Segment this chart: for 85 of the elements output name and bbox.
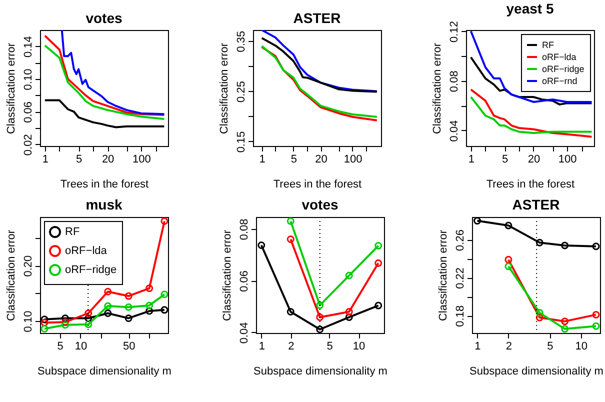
- point: [124, 292, 132, 300]
- x-tick-label: 10: [74, 340, 88, 352]
- y-tick-label: 0.35: [236, 30, 248, 52]
- x-axis-title: Trees in the forest: [486, 178, 575, 190]
- x-tick-label: 5: [290, 154, 298, 166]
- y-tick-label: 0.12: [448, 21, 460, 42]
- point: [61, 318, 69, 326]
- legend-label: oRF−lda: [542, 52, 576, 62]
- legend-label: oRF−ridge: [542, 64, 584, 74]
- y-tick-label: 0.04: [238, 322, 250, 344]
- point: [146, 307, 154, 315]
- x-axis-title: Subspace dimensionality m: [470, 366, 604, 378]
- y-tick-label: 0.06: [22, 101, 34, 123]
- x-tick-label: 2: [506, 340, 512, 352]
- y-tick-label: 0.10: [22, 310, 34, 332]
- x-tick-label: 100: [558, 154, 577, 166]
- y-tick-label: 0.08: [238, 218, 250, 240]
- point: [345, 313, 353, 321]
- x-tick-label: 5: [76, 154, 82, 166]
- point: [104, 288, 112, 296]
- x-axis-title: Subspace dimensionality m: [38, 366, 172, 378]
- chart-title: ASTER: [512, 196, 560, 212]
- y-axis-title: Classification error: [432, 42, 444, 134]
- x-tick-label: 1: [259, 154, 266, 166]
- x-tick-label: 1: [474, 340, 481, 352]
- x-tick-label: 100: [344, 154, 362, 166]
- y-tick-label: 0.20: [22, 255, 34, 277]
- x-tick-label: 5: [326, 340, 333, 352]
- y-tick-label: 0.10: [22, 68, 34, 90]
- point: [124, 314, 132, 322]
- x-tick-label: 1: [258, 340, 265, 352]
- x-tick-label: 1: [42, 154, 48, 166]
- x-tick-label: 2: [288, 340, 294, 352]
- y-tick-label: 0.02: [22, 134, 34, 156]
- y-tick-label: 0.26: [454, 230, 466, 251]
- legend-label: oRF−ridge: [65, 264, 117, 276]
- x-tick-label: 5: [57, 340, 64, 352]
- legend-label: RF: [542, 40, 554, 50]
- point: [316, 326, 324, 333]
- x-tick-label: 100: [132, 154, 151, 166]
- point: [61, 314, 69, 322]
- legend-label: oRF−lda: [65, 245, 108, 257]
- chart-title: yeast 5: [506, 0, 554, 17]
- x-tick-label: 5: [547, 340, 554, 352]
- x-axis-title: Trees in the forest: [273, 178, 362, 190]
- chart-title: votes: [302, 196, 338, 212]
- point: [345, 308, 353, 316]
- point: [345, 272, 353, 280]
- x-tick-label: 20: [102, 154, 114, 166]
- x-tick-label: 10: [352, 340, 366, 352]
- y-tick-label: 0.18: [454, 305, 466, 327]
- x-axis-title: Subspace dimensionality m: [254, 366, 388, 378]
- y-axis-title: Classification error: [6, 42, 18, 134]
- y-tick-label: 0.25: [236, 81, 248, 102]
- y-axis-title: Classification error: [438, 230, 450, 322]
- chart-title: votes: [86, 10, 122, 26]
- x-tick-label: 50: [122, 340, 136, 352]
- x-tick-label: 10: [575, 340, 588, 352]
- point: [146, 284, 154, 292]
- y-tick-label: 0.15: [236, 131, 248, 153]
- point: [146, 302, 154, 310]
- point: [286, 308, 294, 316]
- point: [124, 303, 132, 311]
- point: [316, 302, 324, 310]
- legend-label: oRF−rnd: [542, 76, 578, 86]
- y-tick-label: 0.08: [448, 70, 460, 92]
- point: [104, 302, 112, 310]
- x-tick-label: 5: [502, 154, 508, 166]
- y-tick-label: 0.22: [454, 267, 466, 289]
- y-axis-title: Classification error: [218, 42, 230, 134]
- point: [104, 310, 112, 317]
- chart-title: ASTER: [293, 10, 341, 26]
- point: [61, 321, 69, 329]
- y-tick-label: 0.14: [22, 36, 34, 58]
- x-tick-label: 20: [528, 154, 540, 166]
- y-tick-label: 0.06: [238, 270, 250, 292]
- y-axis-title: Classification error: [6, 230, 18, 322]
- x-tick-label: 20: [315, 154, 328, 166]
- y-tick-label: 0.04: [448, 120, 460, 142]
- y-axis-title: Classification error: [222, 230, 234, 322]
- chart-title: musk: [86, 196, 122, 212]
- x-tick-label: 1: [468, 154, 474, 166]
- x-axis-title: Trees in the forest: [60, 178, 149, 190]
- legend-label: RF: [65, 226, 80, 238]
- point: [316, 313, 324, 321]
